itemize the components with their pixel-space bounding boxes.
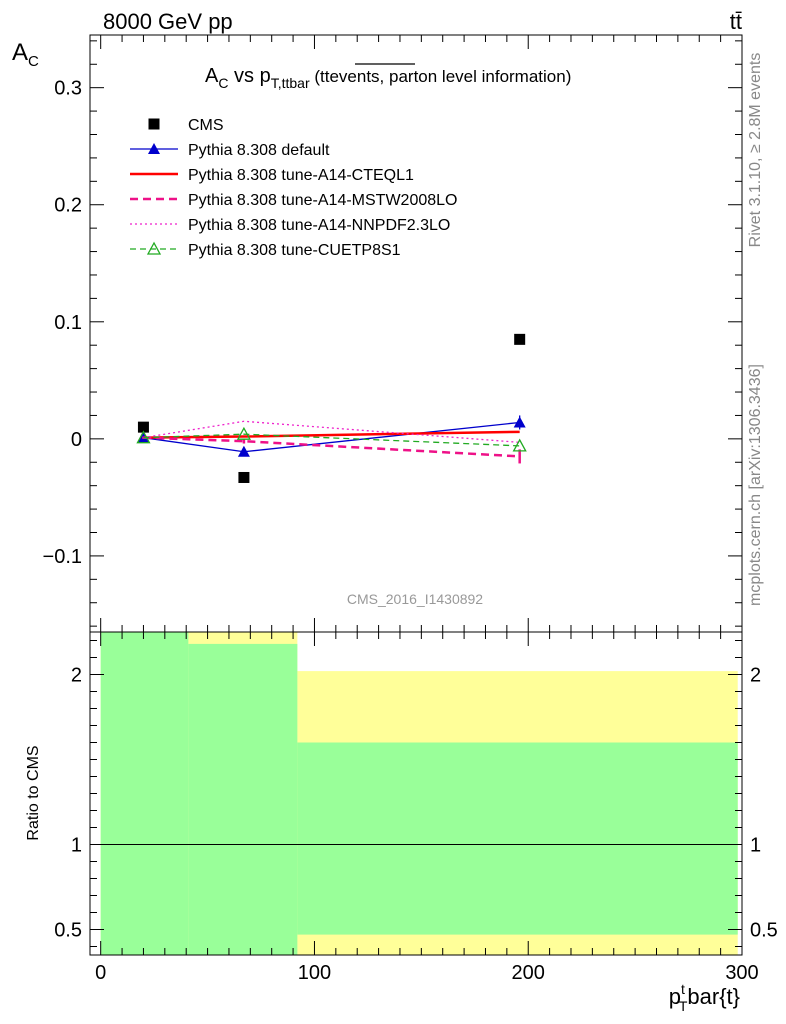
ratio-axis-ticks xyxy=(90,632,743,955)
data-point xyxy=(236,426,252,440)
series-line xyxy=(143,420,520,444)
main-y-tick-label: 0 xyxy=(71,429,82,451)
x-tick-labels: 0 100 200 300 xyxy=(95,962,759,984)
header-energy-label: 8000 GeV pp xyxy=(103,9,233,34)
ratio-band-bin xyxy=(100,632,189,955)
data-point xyxy=(237,445,250,457)
ratio-y-tick-label-left: 1 xyxy=(71,835,82,857)
series-line xyxy=(143,433,520,447)
series-layer xyxy=(136,333,527,483)
analysis-watermark: CMS_2016_I1430892 xyxy=(347,591,483,607)
main-y-axis-label: AC xyxy=(12,39,39,70)
series-pythia-8-308-tune-a14-cteql1 xyxy=(143,430,520,439)
ratio-band-bin xyxy=(297,742,738,935)
legend-entry-label: Pythia 8.308 tune-A14-CTEQL1 xyxy=(188,167,414,184)
x-axis-label: pt Tbar{t} xyxy=(669,981,740,1014)
ratio-y-tick-label-left: 0.5 xyxy=(54,920,82,942)
ratio-y-tick-labels: 0.5 0.5 1 1 2 2 xyxy=(54,665,778,942)
legend-marker xyxy=(148,118,160,130)
data-point xyxy=(238,471,250,483)
ratio-y-tick-label-right: 0.5 xyxy=(750,920,778,942)
legend-entry-label: Pythia 8.308 default xyxy=(188,142,330,159)
main-y-tick-label: 0.2 xyxy=(54,195,82,217)
x-tick-label: 300 xyxy=(725,962,758,984)
data-point xyxy=(137,421,149,433)
legend-entry-label: Pythia 8.308 tune-CUETP8S1 xyxy=(188,242,401,259)
main-axis-ticks xyxy=(90,35,743,632)
main-y-tick-label: −0.1 xyxy=(43,546,82,568)
ratio-y-tick-label-left: 2 xyxy=(71,665,82,687)
ratio-bands xyxy=(100,632,738,955)
series-pythia-8-308-tune-a14-mstw2008lo xyxy=(142,436,521,464)
data-point xyxy=(513,416,526,428)
main-y-tick-labels: −0.1 0 0.1 0.2 0.3 xyxy=(43,78,82,568)
legend-marker xyxy=(148,143,160,154)
legend-entry-label: Pythia 8.308 tune-A14-NNPDF2.3LO xyxy=(188,217,450,234)
series-line xyxy=(143,430,520,439)
ratio-y-tick-label-right: 2 xyxy=(750,665,761,687)
ratio-y-axis-label: Ratio to CMS xyxy=(25,745,42,840)
data-point xyxy=(512,438,527,452)
legend-entry-label: CMS xyxy=(188,117,224,134)
legend: CMS Pythia 8.308 default Pythia 8.308 tune… xyxy=(130,117,457,259)
series-line xyxy=(143,436,520,458)
series-pythia-8-308-tune-cuetp8s1 xyxy=(136,426,527,452)
header-process-label: tt̄ xyxy=(730,9,742,34)
legend-entry-label: Pythia 8.308 tune-A14-MSTW2008LO xyxy=(188,192,457,209)
legend-marker xyxy=(146,241,162,255)
data-point xyxy=(136,430,151,444)
series-cms xyxy=(137,333,526,483)
series-pythia-8-308-tune-a14-nnpdf2-3lo xyxy=(143,420,520,444)
main-y-tick-label: 0.1 xyxy=(54,312,82,334)
main-y-tick-label: 0.3 xyxy=(54,78,82,100)
x-tick-label: 0 xyxy=(95,962,106,984)
x-tick-label: 200 xyxy=(512,962,545,984)
ratio-band-bin xyxy=(188,643,298,955)
main-title: AC vs pT,ttbar (ttevents, parton level i… xyxy=(205,65,571,91)
x-tick-label: 100 xyxy=(298,962,331,984)
ratio-y-tick-label-right: 1 xyxy=(750,835,761,857)
rivet-version-label: Rivet 3.1.10, ≥ 2.8M events xyxy=(747,53,764,248)
mcplots-reference-label: mcplots.cern.ch [arXiv:1306.3436] xyxy=(747,364,764,606)
data-point xyxy=(514,333,526,345)
